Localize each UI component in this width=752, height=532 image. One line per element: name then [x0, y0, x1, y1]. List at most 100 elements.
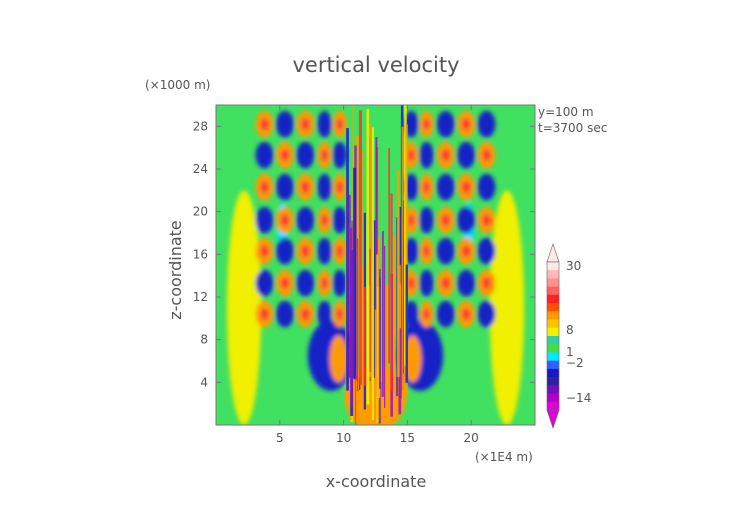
wave-downdraft-cell — [317, 110, 332, 138]
wave-downdraft-cell — [317, 173, 332, 201]
colorbar-top-arrow — [546, 243, 560, 263]
core-streak — [401, 126, 404, 397]
colorbar-swatch — [547, 303, 559, 312]
wave-downdraft-cell — [419, 269, 434, 297]
core-streak — [380, 192, 383, 383]
wave-updraft-core — [260, 308, 269, 320]
wave-downdraft-cell — [436, 110, 455, 138]
wave-downdraft-cell — [317, 237, 332, 265]
core-streak — [384, 245, 386, 408]
core-streak — [398, 328, 402, 415]
wave-downdraft-cell — [332, 206, 347, 234]
wave-updraft-core — [441, 277, 450, 289]
core-streak — [346, 128, 349, 391]
wave-updraft-core — [321, 214, 328, 227]
core-streak — [390, 193, 393, 392]
core-streak — [377, 237, 380, 422]
wave-updraft-core — [336, 118, 343, 131]
convective-core — [345, 105, 408, 425]
core-streak — [357, 238, 359, 392]
wave-updraft-core — [482, 214, 491, 227]
colorbar-swatch — [547, 385, 559, 394]
wave-downdraft-cell — [457, 141, 476, 169]
colorbar-tick-label: −2 — [566, 356, 584, 370]
annotation-t: t=3700 sec — [538, 121, 607, 135]
x-tick-label: 5 — [276, 431, 284, 445]
wave-downdraft-cell — [332, 269, 347, 297]
colorbar-frame — [546, 261, 560, 411]
wave-updraft-core — [482, 277, 491, 289]
wave-updraft-core — [301, 308, 310, 320]
lower-updraft-edge — [329, 335, 348, 383]
wave-updraft-core — [280, 277, 289, 289]
colorbar-swatch — [547, 344, 559, 353]
colorbar-swatch — [547, 270, 559, 279]
x-axis: 5 10 15 20 — [276, 105, 479, 445]
wave-updraft-core — [408, 214, 415, 227]
core-streak — [396, 169, 400, 377]
wave-updraft-core — [423, 308, 430, 320]
wave-updraft-core — [441, 149, 450, 161]
colorbar-swatch — [547, 368, 559, 378]
wave-downdraft-cell — [296, 206, 315, 234]
wave-downdraft-cell — [275, 173, 294, 201]
colorbar-swatch — [547, 294, 559, 304]
y-axis: 4 8 12 16 20 24 28 — [193, 119, 535, 389]
y-tick-label: 16 — [193, 247, 208, 261]
wave-updraft-core — [301, 181, 310, 193]
colorbar-swatch — [547, 377, 559, 386]
wave-downdraft-cell — [436, 300, 455, 328]
wave-updraft-core — [462, 308, 471, 320]
annotation-y: y=100 m — [538, 105, 594, 119]
wave-updraft-core — [260, 181, 269, 193]
x-unit-label: (×1E4 m) — [475, 450, 533, 464]
core-streak — [405, 264, 408, 383]
wave-updraft-core — [301, 118, 310, 131]
wave-downdraft-cell — [275, 300, 294, 328]
wave-downdraft-cell — [419, 141, 434, 169]
core-streak — [405, 124, 408, 396]
core-streak — [388, 148, 390, 364]
core-streak — [376, 254, 378, 423]
colorbar-swatch — [547, 352, 559, 361]
colorbar-swatch — [547, 360, 559, 370]
core-streak — [374, 309, 378, 396]
wave-updraft-core — [462, 245, 471, 257]
wave-downdraft-cell — [332, 141, 347, 169]
colorbar-swatch — [547, 286, 559, 296]
wave-updraft-core — [462, 118, 471, 131]
colorbar-swatch — [547, 393, 559, 403]
wave-downdraft-cell — [457, 269, 476, 297]
wave-updraft-core — [260, 118, 269, 131]
y-tick-label: 4 — [200, 375, 208, 389]
core-streak — [381, 231, 384, 397]
wave-updraft-core — [280, 214, 289, 227]
wave-updraft-core — [260, 245, 269, 257]
core-streak — [378, 276, 381, 389]
wave-downdraft-cell — [255, 141, 274, 169]
colorbar-swatch — [547, 327, 559, 337]
core-streak — [369, 248, 371, 372]
colorbar-bottom-arrow — [546, 409, 560, 429]
core-streak — [363, 286, 367, 386]
colorbar-swatch — [547, 311, 559, 320]
wave-downdraft-cell — [255, 269, 274, 297]
colorbar-tick-label: 8 — [566, 323, 574, 337]
core-streak — [353, 167, 357, 379]
side-updraft-band — [226, 190, 262, 425]
core-streak — [350, 227, 353, 406]
colorbar-swatch — [547, 262, 559, 271]
wave-downdraft-cell — [275, 237, 294, 265]
core-streak — [404, 105, 407, 366]
wave-updraft-core — [462, 181, 471, 193]
wave-downdraft-cell — [275, 110, 294, 138]
core-streak — [366, 108, 370, 403]
wave-updraft-core — [336, 308, 343, 320]
side-updraft-band — [489, 190, 525, 425]
wave-downdraft-cell — [477, 173, 496, 201]
wave-updraft-core — [336, 245, 343, 257]
wave-updraft-core — [441, 214, 450, 227]
field-blobs — [226, 110, 525, 425]
colorbar-tick-label: 30 — [566, 259, 581, 273]
wave-updraft-core — [408, 277, 415, 289]
